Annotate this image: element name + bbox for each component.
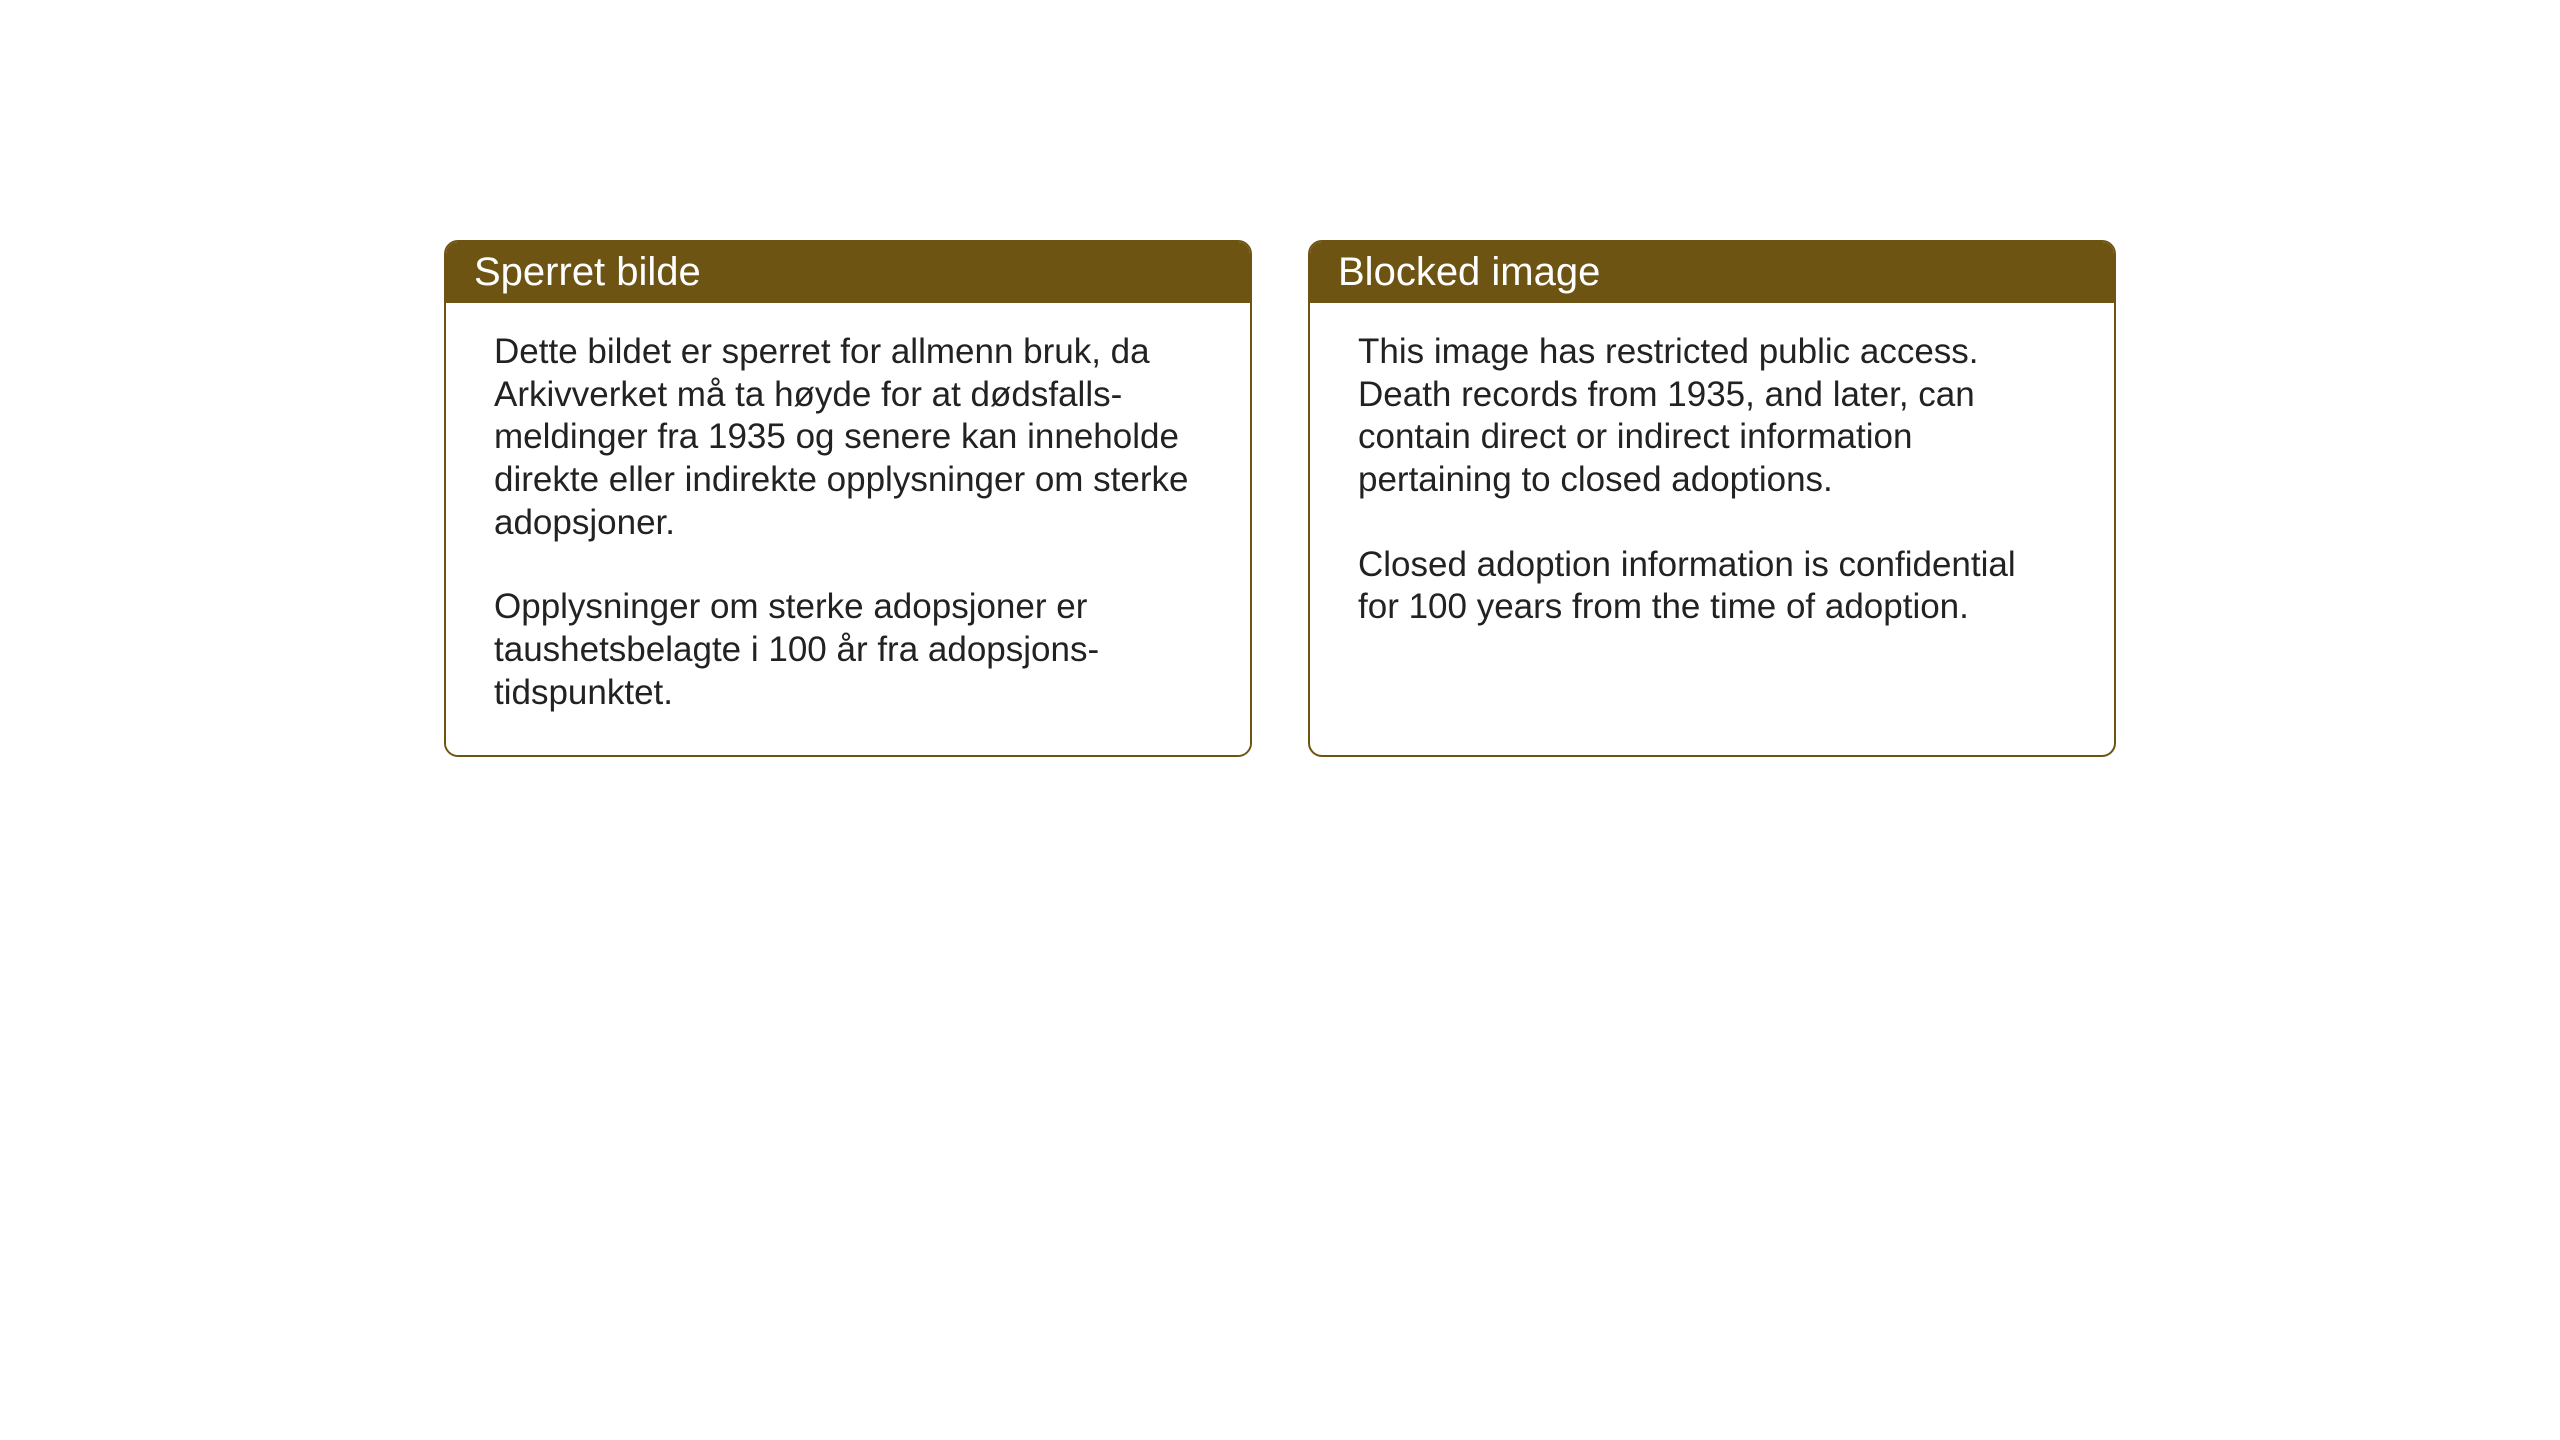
card-body-norwegian: Dette bildet er sperret for allmenn bruk… [446, 303, 1250, 755]
card-header-english: Blocked image [1310, 242, 2114, 303]
notice-card-english: Blocked image This image has restricted … [1308, 240, 2116, 757]
notice-container: Sperret bilde Dette bildet er sperret fo… [444, 240, 2116, 757]
card-title-norwegian: Sperret bilde [474, 250, 701, 294]
card-title-english: Blocked image [1338, 250, 1600, 294]
notice-card-norwegian: Sperret bilde Dette bildet er sperret fo… [444, 240, 1252, 757]
card-paragraph-norwegian-2: Opplysninger om sterke adopsjoner er tau… [494, 586, 1202, 714]
card-paragraph-norwegian-1: Dette bildet er sperret for allmenn bruk… [494, 331, 1202, 544]
card-paragraph-english-2: Closed adoption information is confident… [1358, 544, 2066, 629]
card-paragraph-english-1: This image has restricted public access.… [1358, 331, 2066, 502]
card-header-norwegian: Sperret bilde [446, 242, 1250, 303]
card-body-english: This image has restricted public access.… [1310, 303, 2114, 669]
